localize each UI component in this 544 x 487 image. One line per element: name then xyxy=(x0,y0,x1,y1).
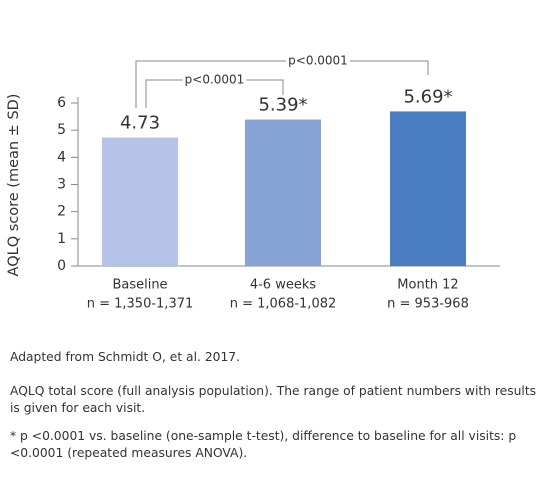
value-label: 5.69* xyxy=(403,86,452,107)
n-label: n = 1,068-1,082 xyxy=(230,297,337,312)
y-tick-label: 4 xyxy=(57,149,66,165)
n-label: n = 953-968 xyxy=(387,297,469,312)
bracket xyxy=(145,79,284,108)
value-label: 4.73 xyxy=(120,113,160,134)
y-axis-label: AQLQ score (mean ± SD) xyxy=(6,94,22,277)
chart: AQLQ score (mean ± SD) 0 1 2 3 4 5 6 4.73 Baseli… xyxy=(6,54,500,312)
bar xyxy=(390,111,466,267)
x-tick-label: 4-6 weeks xyxy=(250,278,317,293)
x-tick-label: Baseline xyxy=(112,278,167,293)
bracket xyxy=(135,60,429,108)
bar xyxy=(245,119,321,267)
value-label: 5.39* xyxy=(258,95,307,116)
annotation: p<0.0001 xyxy=(288,54,348,68)
y-tick-label: 0 xyxy=(57,258,66,274)
y-tick-label: 5 xyxy=(57,122,66,138)
x-tick-label: Month 12 xyxy=(397,278,458,293)
n-label: n = 1,350-1,371 xyxy=(87,297,194,312)
y-tick-label: 3 xyxy=(57,177,66,193)
note: AQLQ total score (full analysis populati… xyxy=(10,384,537,415)
y-tick-label: 6 xyxy=(57,95,66,111)
note: * p <0.0001 vs. baseline (one-sample t-t… xyxy=(10,429,517,460)
y-tick-label: 1 xyxy=(57,231,66,247)
bar xyxy=(102,137,178,266)
annotation: p<0.0001 xyxy=(185,73,245,87)
y-tick-label: 2 xyxy=(57,204,66,220)
note: Adapted from Schmidt O, et al. 2017. xyxy=(10,350,241,364)
